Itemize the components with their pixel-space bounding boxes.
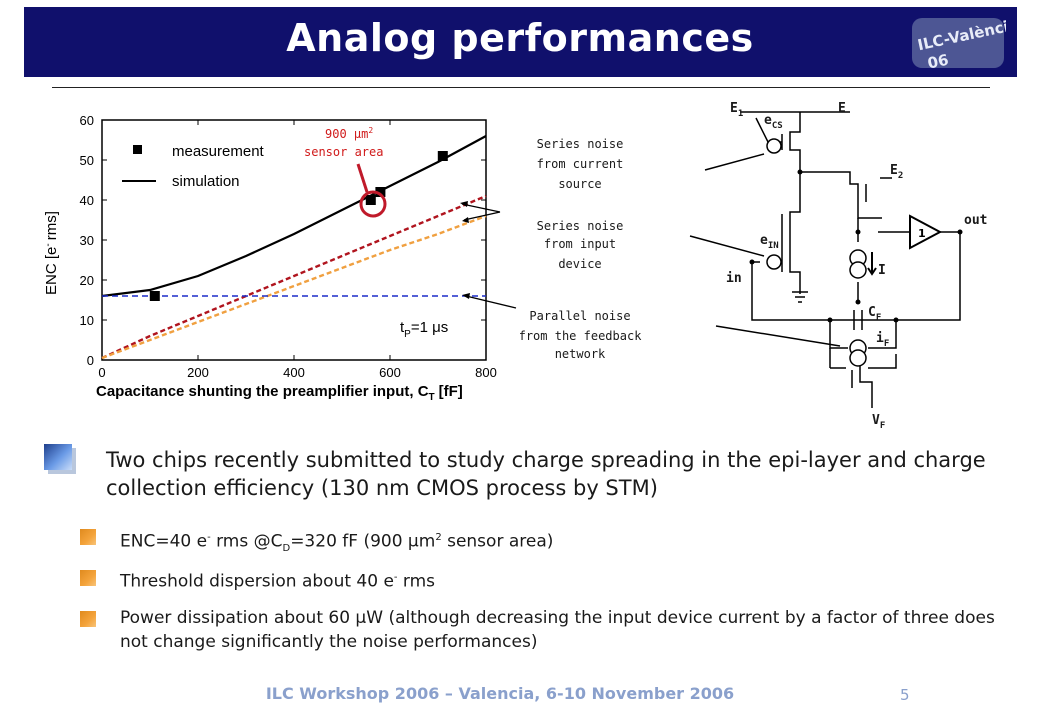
svg-text:06: 06 bbox=[926, 51, 950, 72]
annotation-pointer bbox=[356, 163, 369, 193]
annotation-area-line1: 900 μm2 bbox=[325, 126, 373, 141]
parallel-label-2: from the feedback bbox=[520, 329, 642, 343]
series-current-label-1: Series noise bbox=[537, 137, 624, 151]
x-axis-label: Capacitance shunting the preamplifier in… bbox=[96, 383, 463, 403]
svg-text:1: 1 bbox=[918, 227, 926, 240]
E2-label: E2 bbox=[890, 163, 903, 181]
CF-label: CF bbox=[868, 305, 881, 323]
y-tick-label: 30 bbox=[80, 233, 94, 248]
preamplifier-schematic: 1 Series noise from current source Serie… bbox=[520, 101, 987, 431]
series-dashed-orange bbox=[101, 214, 487, 360]
measurement-point bbox=[149, 291, 160, 301]
title-rule bbox=[52, 87, 990, 88]
parallel-label-3: network bbox=[555, 347, 606, 361]
main-bullet-text: Two chips recently submitted to study ch… bbox=[106, 448, 986, 500]
series-current-label-2: from current bbox=[537, 157, 624, 171]
series-dashed-red bbox=[101, 194, 487, 360]
slide-title: Analog performances bbox=[286, 16, 754, 60]
series-current-label-3: source bbox=[558, 177, 601, 191]
measurement-point bbox=[437, 151, 448, 161]
tp-label: tP=1 μs bbox=[400, 319, 448, 340]
y-tick-label: 10 bbox=[80, 313, 94, 328]
page-number: 5 bbox=[900, 686, 910, 704]
annotation-area-line2: sensor area bbox=[304, 145, 383, 159]
x-tick-label: 800 bbox=[475, 365, 497, 380]
sub-bullet-threshold: Threshold dispersion about 40 e- rms bbox=[120, 571, 436, 592]
measurement-point bbox=[365, 195, 376, 205]
E1-label: E1 bbox=[730, 101, 743, 119]
out-label: out bbox=[964, 213, 987, 228]
title-bar bbox=[24, 7, 1017, 77]
series-input-label-2: from input bbox=[544, 237, 616, 251]
amplifier-symbol bbox=[909, 214, 943, 250]
series-input-label-1: Series noise bbox=[537, 219, 624, 233]
y-tick-label: 0 bbox=[87, 353, 94, 368]
VF-label: VF bbox=[872, 413, 885, 431]
enc-chart: 0 200 400 600 800 0 10 20 30 40 50 60 measurement s… bbox=[43, 113, 497, 403]
ecs-label: eCS bbox=[764, 113, 783, 131]
x-tick-label: 600 bbox=[379, 365, 401, 380]
sub-bullet-icon bbox=[80, 611, 96, 627]
iF-label: iF bbox=[876, 331, 889, 349]
I-label: I bbox=[878, 263, 886, 278]
x-tick-label: 0 bbox=[98, 365, 105, 380]
x-tick-label: 200 bbox=[187, 365, 209, 380]
footer-text: ILC Workshop 2006 – Valencia, 6-10 Novem… bbox=[265, 684, 735, 703]
sub-bullet-icon bbox=[80, 570, 96, 586]
legend-measurement-label: measurement bbox=[172, 143, 265, 160]
ilc-valencia-logo: ILC-València 06 bbox=[912, 15, 1006, 72]
sub-bullet-power: Power dissipation about 60 μW (although … bbox=[120, 608, 995, 652]
y-tick-label: 20 bbox=[80, 273, 94, 288]
y-axis-label: ENC [e-rms] bbox=[43, 211, 60, 295]
in-label: in bbox=[726, 271, 742, 286]
y-tick-label: 40 bbox=[80, 193, 94, 208]
annotation-circle bbox=[359, 190, 387, 218]
x-tick-label: 400 bbox=[283, 365, 305, 380]
ein-label: eIN bbox=[760, 233, 779, 251]
sub-bullet-enc: ENC=40 e- rms @CD=320 fF (900 μm2 sensor… bbox=[120, 531, 554, 555]
simulation-line bbox=[101, 135, 487, 298]
legend-simulation-label: simulation bbox=[172, 173, 240, 190]
series-input-label-3: device bbox=[558, 257, 601, 271]
y-tick-label: 60 bbox=[80, 113, 94, 128]
y-tick-label: 50 bbox=[80, 153, 94, 168]
chart-arrows bbox=[460, 201, 517, 309]
measurement-point bbox=[375, 187, 386, 197]
sub-bullet-icon bbox=[80, 529, 96, 545]
parallel-label-1: Parallel noise bbox=[529, 309, 630, 323]
main-bullet-icon bbox=[42, 442, 76, 474]
E-label: E bbox=[838, 101, 846, 116]
legend-measurement-marker bbox=[133, 145, 142, 154]
